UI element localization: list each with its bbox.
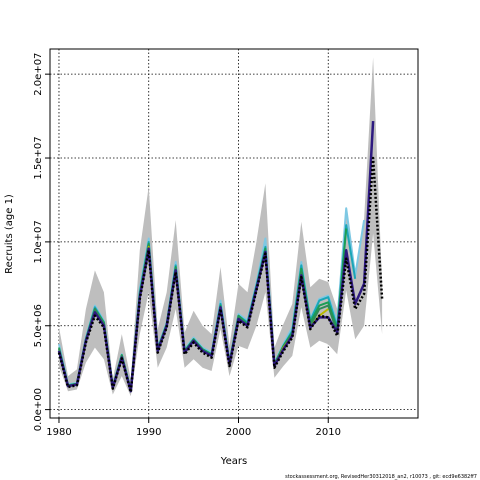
y-tick-label: 5.0e+06 xyxy=(33,304,44,347)
x-tick-label: 1980 xyxy=(46,427,71,438)
y-tick-label: 1.5e+07 xyxy=(33,136,44,179)
y-tick-label: 0.0e+00 xyxy=(33,388,44,431)
y-axis-label: Recruits (age 1) xyxy=(4,194,15,274)
x-axis-label: Years xyxy=(220,456,247,467)
x-tick-label: 1990 xyxy=(136,427,161,438)
x-tick-label: 2010 xyxy=(316,427,341,438)
y-axis: 0.0e+00 5.0e+06 1.0e+07 1.5e+07 2.0e+07 xyxy=(33,53,50,431)
y-tick-label: 2.0e+07 xyxy=(33,53,44,96)
x-tick-label: 2000 xyxy=(226,427,251,438)
plot-frame xyxy=(49,48,419,419)
x-axis: 1980 1990 2000 2010 xyxy=(46,418,341,438)
series-lines xyxy=(57,121,384,394)
footnote: stockassessment.org, RevisedHer30312018_… xyxy=(285,474,477,480)
y-tick-label: 1.0e+07 xyxy=(33,220,44,263)
series-line-7 xyxy=(57,156,384,394)
